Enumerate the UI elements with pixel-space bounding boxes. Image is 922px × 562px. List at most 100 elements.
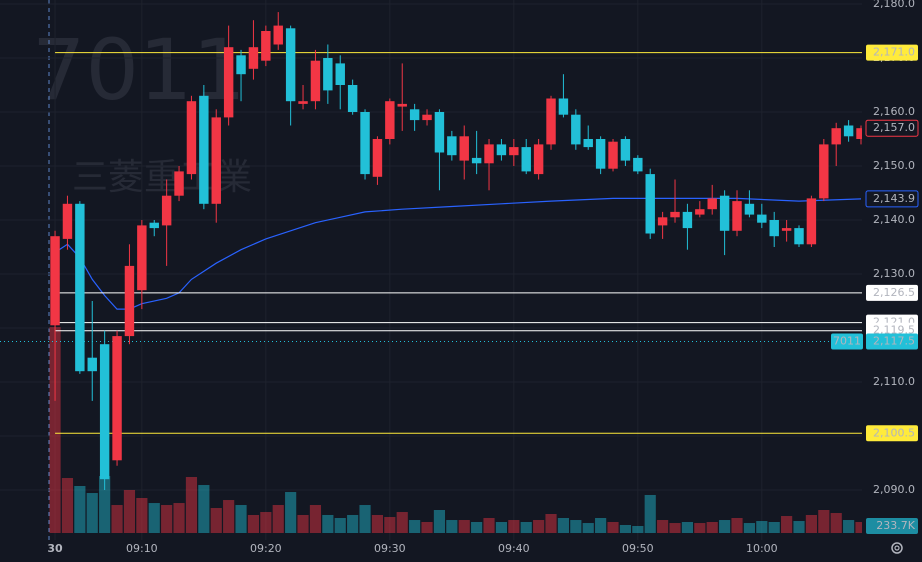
volume-bar: [334, 517, 346, 533]
volume-label: 233.7K: [876, 519, 915, 532]
volume-bar: [768, 521, 780, 533]
level-label-box: [866, 425, 918, 442]
candle-body: [285, 28, 296, 102]
candle-body: [323, 57, 333, 91]
x-tick-label: 09:30: [374, 542, 406, 555]
candle-body: [385, 101, 395, 139]
settings-icon[interactable]: [891, 542, 903, 554]
volume-label-box: [866, 518, 918, 535]
y-tick-label: 2,110.0: [873, 375, 915, 388]
level-label-box: [866, 44, 918, 61]
candle-body: [769, 219, 779, 237]
volume-bar: [843, 520, 855, 533]
candle-body: [521, 147, 531, 172]
volume-bar: [235, 505, 247, 533]
candle-body: [50, 236, 60, 326]
vwap-label-box: [865, 190, 919, 208]
candle-body: [558, 98, 569, 115]
volume-bar: [433, 509, 446, 533]
candle-body: [248, 47, 259, 69]
level-label-box: [866, 284, 918, 301]
watermark-symbol: 7011: [32, 21, 246, 119]
volume-bar: [644, 494, 656, 533]
candle-body: [261, 30, 271, 61]
price-line-label: 2,117.5: [873, 334, 915, 347]
volume-bar: [61, 478, 74, 533]
volume-bar: [669, 523, 681, 533]
y-tick-label: 2,130.0: [873, 267, 915, 280]
volume-bar: [247, 514, 260, 533]
y-tick-label: 2,090.0: [873, 483, 915, 496]
candle-body: [211, 117, 221, 204]
volume-bar: [309, 505, 322, 533]
candle-body: [583, 138, 593, 148]
volume-bar: [458, 520, 470, 533]
candle-body: [484, 144, 494, 164]
candle-body: [298, 101, 308, 104]
volume-bar: [657, 520, 669, 533]
volume-bar: [719, 520, 731, 533]
candle-body: [757, 214, 767, 223]
volume-bar: [508, 520, 520, 533]
volume-bar: [781, 516, 793, 533]
x-tick-label: 09:50: [622, 542, 654, 555]
candle-body: [533, 144, 544, 175]
y-tick-label: 2,160.0: [873, 105, 915, 118]
volume-bar: [731, 517, 743, 533]
x-tick-label: 10:00: [746, 542, 778, 555]
candle-body: [124, 265, 135, 337]
candle-body: [360, 111, 370, 175]
volume-bar: [805, 514, 817, 533]
volume-bar: [272, 505, 284, 533]
candle-body: [819, 144, 829, 199]
x-tick-label: 09:10: [126, 542, 158, 555]
volume-bar: [86, 493, 98, 533]
candle-body: [409, 109, 420, 121]
candle-body: [174, 171, 184, 196]
volume-bar: [483, 517, 495, 533]
candle-body: [509, 147, 519, 156]
volume-bar: [347, 514, 359, 533]
volume-bar: [210, 508, 222, 533]
candle-body: [744, 203, 755, 215]
volume-bar: [223, 500, 235, 533]
volume-bar: [818, 509, 830, 533]
price-axis: [862, 0, 922, 540]
candle-body: [186, 101, 197, 175]
volume-bar: [371, 514, 384, 533]
candle-body: [657, 217, 668, 226]
volume-bar: [384, 517, 396, 533]
candle-body: [161, 195, 172, 226]
volume-bar: [421, 521, 433, 533]
volume-bar: [557, 517, 570, 533]
volume-bar: [396, 512, 408, 533]
level-label: 2,126.5: [873, 286, 915, 299]
candle-body: [571, 114, 581, 145]
last-price-label: 2,157.0: [873, 121, 915, 134]
volume-bar: [632, 525, 644, 533]
candle-body: [781, 228, 792, 231]
level-label: 2,171.0: [873, 46, 915, 59]
watermark-name: 三菱重工業: [72, 157, 252, 198]
volume-bar: [570, 520, 582, 533]
volume-bar: [582, 523, 594, 533]
volume-bar: [743, 523, 755, 533]
candle-body: [422, 114, 432, 121]
candle-body: [236, 55, 246, 75]
candle-body: [682, 211, 693, 229]
last-price-label-box: [865, 119, 919, 137]
volume-bar: [185, 477, 198, 533]
candle-body: [149, 222, 159, 229]
candle-body: [695, 209, 705, 215]
volume-bar: [830, 513, 842, 533]
volume-bar: [111, 505, 123, 533]
volume-bar: [756, 521, 768, 533]
vwap-label: 2,143.9: [873, 192, 915, 205]
candle-body: [856, 128, 866, 139]
volume-bar: [136, 497, 148, 533]
vwap-line: [54, 197, 862, 310]
volume-bar: [99, 476, 111, 533]
volume-bar: [49, 327, 61, 533]
volume-bar: [855, 522, 867, 533]
